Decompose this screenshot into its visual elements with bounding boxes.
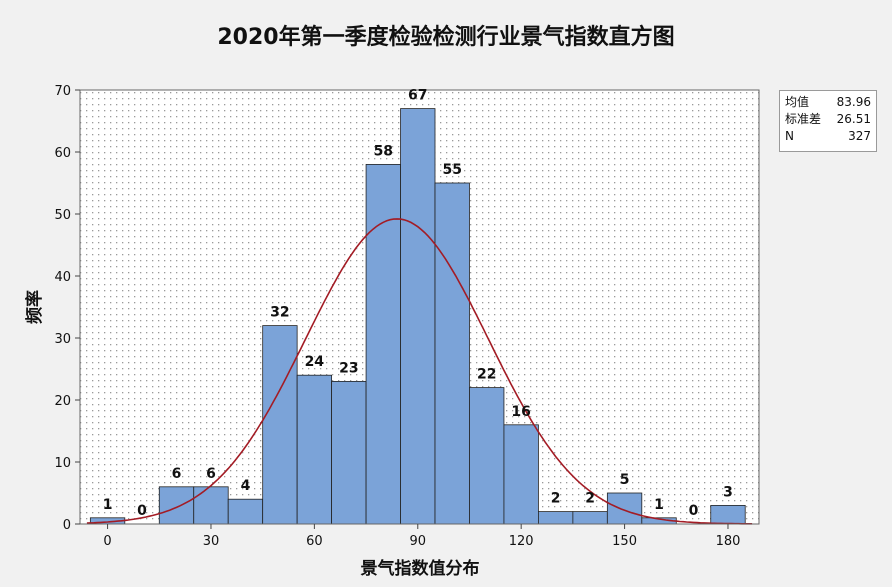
bar-value-label: 2 bbox=[551, 491, 561, 507]
y-tick-label: 10 bbox=[54, 456, 71, 471]
bar-value-label: 6 bbox=[206, 466, 216, 482]
stats-mean-value: 83.96 bbox=[836, 95, 871, 109]
y-axis-label: 频率 bbox=[24, 290, 45, 324]
histogram-bar bbox=[262, 325, 298, 525]
histogram-bar bbox=[400, 108, 436, 525]
histogram-bar bbox=[469, 387, 505, 525]
bar-value-label: 1 bbox=[654, 497, 664, 513]
histogram-bar bbox=[538, 511, 574, 525]
bar-value-label: 5 bbox=[620, 472, 630, 488]
histogram-bar bbox=[503, 424, 539, 525]
stats-std-value: 26.51 bbox=[836, 112, 871, 126]
histogram-bar bbox=[227, 498, 264, 525]
stats-row-n: N 327 bbox=[785, 128, 871, 145]
stats-n-label: N bbox=[785, 129, 794, 143]
stats-std-label: 标准差 bbox=[785, 112, 822, 126]
y-tick-label: 30 bbox=[54, 332, 71, 347]
stats-legend-box: 均值 83.96 标准差 26.51 N 327 bbox=[779, 90, 877, 152]
bar-value-label: 32 bbox=[270, 305, 289, 321]
x-axis-label: 景气指数值分布 bbox=[361, 558, 480, 579]
y-tick-label: 40 bbox=[54, 270, 71, 285]
plot-frame bbox=[79, 89, 760, 525]
normal-fit-curve bbox=[86, 218, 753, 525]
bar-value-label: 23 bbox=[339, 360, 358, 376]
y-tick-label: 60 bbox=[54, 146, 71, 161]
x-tick-label: 120 bbox=[509, 534, 534, 549]
bar-value-label: 55 bbox=[443, 162, 462, 178]
stats-n-value: 327 bbox=[848, 129, 871, 143]
y-tick-label: 50 bbox=[54, 208, 71, 223]
bar-value-label: 2 bbox=[585, 491, 595, 507]
y-tick-label: 70 bbox=[54, 84, 71, 99]
bar-value-label: 0 bbox=[137, 503, 147, 519]
histogram-bar bbox=[193, 486, 229, 525]
bar-value-label: 58 bbox=[374, 143, 393, 159]
histogram-bar bbox=[331, 380, 367, 525]
x-tick-label: 180 bbox=[716, 534, 741, 549]
x-tick-label: 60 bbox=[306, 534, 323, 549]
chart-title: 2020年第一季度检验检测行业景气指数直方图 bbox=[217, 24, 674, 50]
x-tick-label: 30 bbox=[203, 534, 220, 549]
bar-value-label: 1 bbox=[103, 497, 113, 513]
histogram-bar bbox=[158, 486, 195, 525]
y-tick-label: 0 bbox=[63, 518, 71, 533]
stats-mean-label: 均值 bbox=[785, 95, 810, 109]
bar-value-label: 0 bbox=[689, 503, 699, 519]
histogram-bar bbox=[710, 504, 746, 525]
x-tick-label: 150 bbox=[612, 534, 637, 549]
histogram-bar bbox=[296, 374, 333, 525]
bar-value-label: 16 bbox=[511, 404, 530, 420]
bar-value-label: 24 bbox=[305, 354, 325, 370]
stats-row-std: 标准差 26.51 bbox=[785, 111, 871, 128]
bar-value-label: 3 bbox=[723, 484, 733, 500]
histogram-bar bbox=[606, 492, 643, 525]
histogram-bar bbox=[572, 511, 608, 525]
bar-value-label: 6 bbox=[172, 466, 182, 482]
x-tick-label: 0 bbox=[103, 534, 111, 549]
x-tick-label: 90 bbox=[410, 534, 427, 549]
bar-value-label: 67 bbox=[408, 88, 427, 104]
stats-row-mean: 均值 83.96 bbox=[785, 94, 871, 111]
bar-value-label: 4 bbox=[241, 478, 251, 494]
histogram-bar bbox=[434, 182, 470, 525]
y-tick-label: 20 bbox=[54, 394, 71, 409]
bar-value-label: 22 bbox=[477, 367, 496, 383]
